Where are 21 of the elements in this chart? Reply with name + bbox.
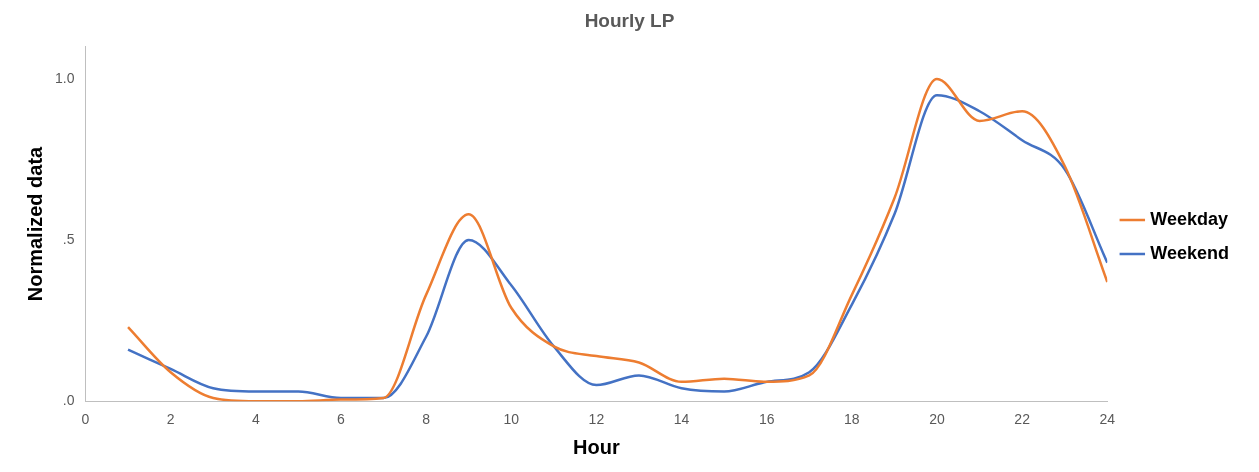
x-tick-label: 0 — [81, 411, 90, 428]
y-tick-label: .5 — [62, 230, 75, 247]
x-tick-label: 20 — [929, 411, 945, 428]
x-tick-label: 14 — [673, 411, 690, 428]
x-axis-title: Hour — [573, 435, 620, 458]
y-tick-label: .0 — [62, 392, 75, 409]
x-tick-label: 8 — [422, 411, 431, 428]
x-tick-label: 24 — [1099, 411, 1116, 428]
x-tick-label: 18 — [844, 411, 860, 428]
y-tick-label: 1.0 — [54, 69, 75, 86]
x-tick-label: 4 — [251, 411, 260, 428]
x-tick-label: 16 — [758, 411, 775, 428]
x-tick-label: 2 — [166, 411, 175, 428]
x-tick-label: 12 — [588, 411, 605, 428]
y-axis-title: Normalized data — [23, 145, 46, 302]
legend-label: Weekend — [1150, 242, 1230, 263]
x-tick-label: 6 — [337, 411, 346, 428]
x-tick-label: 10 — [503, 411, 520, 428]
legend-label: Weekday — [1150, 208, 1229, 229]
chart-title: Hourly LP — [584, 9, 675, 31]
x-tick-label: 22 — [1014, 411, 1031, 428]
